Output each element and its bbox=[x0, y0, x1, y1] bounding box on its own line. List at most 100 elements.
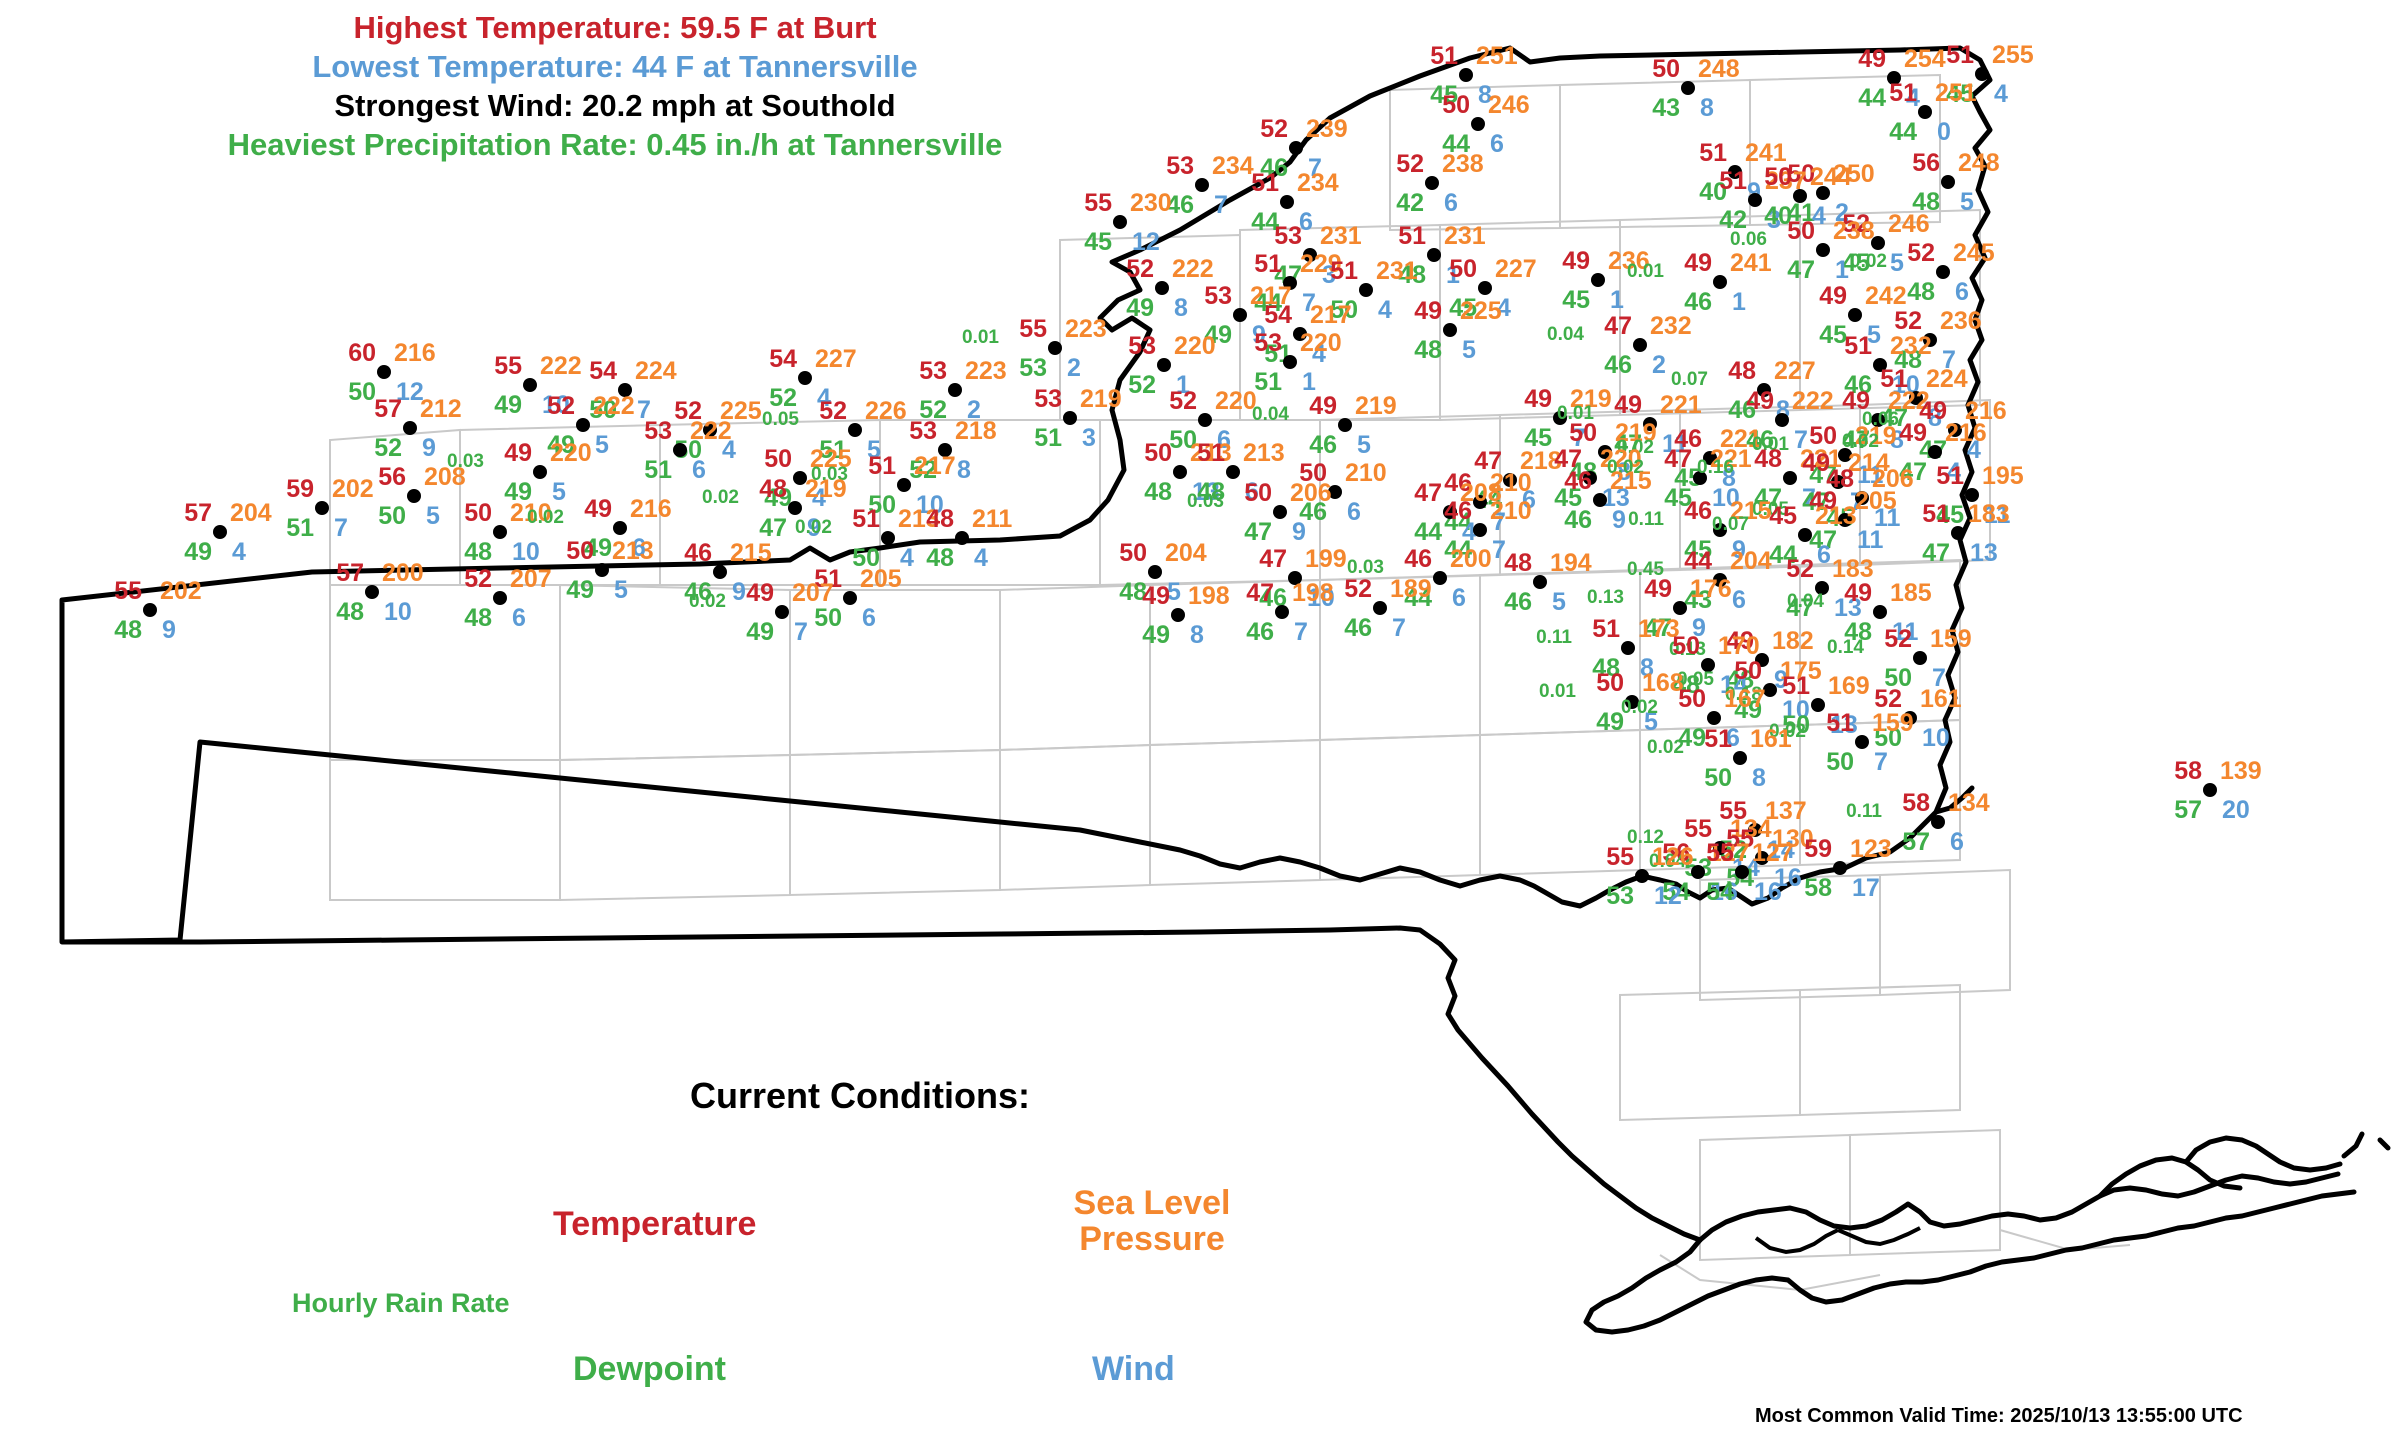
station-pressure: 248 bbox=[1958, 149, 2000, 177]
station-pressure: 227 bbox=[1774, 357, 1816, 385]
legend-title: Current Conditions: bbox=[690, 1075, 1030, 1116]
station-rain-rate: 0.06 bbox=[1730, 229, 1767, 250]
station-dewpoint: 47 bbox=[1787, 256, 1815, 284]
station-temperature: 46 bbox=[1684, 497, 1712, 525]
station-temperature: 55 bbox=[494, 352, 522, 380]
station-temperature: 50 bbox=[1672, 632, 1700, 660]
station-pressure: 219 bbox=[1570, 385, 1612, 413]
station-marker-icon bbox=[1338, 418, 1352, 432]
station-pressure: 217 bbox=[1310, 301, 1352, 329]
station-pressure: 208 bbox=[1460, 479, 1502, 507]
station-wind: 10 bbox=[542, 391, 570, 419]
station-dewpoint: 46 bbox=[1309, 431, 1337, 459]
station-marker-icon bbox=[1471, 117, 1485, 131]
station-dewpoint: 47 bbox=[1922, 539, 1950, 567]
station-pressure: 222 bbox=[1172, 255, 1214, 283]
station-temperature: 53 bbox=[644, 417, 672, 445]
station-temperature: 59 bbox=[1804, 835, 1832, 863]
station-wind: 6 bbox=[1299, 208, 1313, 236]
station-pressure: 218 bbox=[955, 417, 997, 445]
station-marker-icon bbox=[1713, 523, 1727, 537]
station-rain-rate: 0.11 bbox=[1628, 509, 1664, 530]
station-dewpoint: 51 bbox=[286, 514, 314, 542]
station-marker-icon bbox=[1593, 493, 1607, 507]
station-wind: 20 bbox=[2222, 796, 2250, 824]
station-wind: 8 bbox=[1752, 764, 1766, 792]
station-temperature: 49 bbox=[1614, 391, 1642, 419]
station-pressure: 231 bbox=[1444, 222, 1486, 250]
summary-lowest-temperature: Lowest Temperature: 44 F at Tannersville bbox=[312, 49, 918, 85]
station-wind: 1 bbox=[1176, 371, 1190, 399]
southern-border bbox=[62, 925, 1421, 945]
station-pressure: 204 bbox=[1730, 547, 1772, 575]
station-rain-rate: 0.05 bbox=[1752, 499, 1789, 520]
station-rain-rate: 0.13 bbox=[1587, 587, 1624, 608]
station-dewpoint: 48 bbox=[464, 604, 492, 632]
station-wind: 5 bbox=[867, 436, 881, 464]
station-wind: 13 bbox=[1192, 478, 1220, 506]
station-wind: 9 bbox=[732, 578, 746, 606]
station-wind: 3 bbox=[1767, 206, 1781, 234]
station-wind: 9 bbox=[1612, 506, 1626, 534]
station-pressure: 200 bbox=[1450, 545, 1492, 573]
nyc-detail bbox=[1754, 1226, 1921, 1255]
station-dewpoint: 46 bbox=[1504, 588, 1532, 616]
station-dewpoint: 44 bbox=[1444, 536, 1472, 564]
station-marker-icon bbox=[1811, 698, 1825, 712]
station-pressure: 198 bbox=[1292, 579, 1334, 607]
station-marker-icon bbox=[1373, 601, 1387, 615]
station-pressure: 241 bbox=[1730, 249, 1772, 277]
station-wind: 5 bbox=[595, 431, 609, 459]
legend-dewpoint: Dewpoint bbox=[573, 1350, 726, 1388]
station-temperature: 48 bbox=[1728, 357, 1756, 385]
station-marker-icon bbox=[1473, 495, 1487, 509]
station-pressure: 222 bbox=[1792, 387, 1834, 415]
station-dewpoint: 46 bbox=[1604, 351, 1632, 379]
station-marker-icon bbox=[1198, 413, 1212, 427]
station-pressure: 219 bbox=[1080, 385, 1122, 413]
station-pressure: 170 bbox=[1718, 632, 1760, 660]
station-rain-rate: 0.14 bbox=[1827, 637, 1864, 658]
station-wind: 9 bbox=[1732, 536, 1746, 564]
summary-strongest-wind: Strongest Wind: 20.2 mph at Southold bbox=[334, 88, 896, 124]
station-pressure: 224 bbox=[635, 357, 677, 385]
station-temperature: 46 bbox=[1674, 425, 1702, 453]
station-pressure: 137 bbox=[1765, 797, 1807, 825]
station-wind: 7 bbox=[1302, 289, 1316, 317]
station-wind: 9 bbox=[1252, 321, 1266, 349]
station-dewpoint: 48 bbox=[1726, 666, 1754, 694]
station-wind: 4 bbox=[1947, 458, 1961, 486]
station-dewpoint: 47 bbox=[1809, 526, 1837, 554]
station-pressure: 202 bbox=[332, 475, 374, 503]
station-dewpoint: 46 bbox=[1746, 426, 1774, 454]
station-temperature: 51 bbox=[868, 452, 896, 480]
station-rain-rate: 0.11 bbox=[1846, 801, 1882, 822]
station-marker-icon bbox=[1728, 165, 1742, 179]
station-pressure: 218 bbox=[1520, 447, 1562, 475]
station-wind: 11 bbox=[1892, 618, 1919, 646]
station-wind: 3 bbox=[1322, 261, 1336, 289]
station-dewpoint: 48 bbox=[1844, 618, 1872, 646]
station-temperature: 50 bbox=[1764, 163, 1792, 191]
station-rain-rate: 0.07 bbox=[1671, 369, 1708, 390]
station-marker-icon bbox=[1621, 641, 1635, 655]
station-dewpoint: 49 bbox=[566, 576, 594, 604]
station-wind: 1 bbox=[1302, 368, 1316, 396]
station-dewpoint: 42 bbox=[1396, 189, 1424, 217]
station-dewpoint: 57 bbox=[1902, 828, 1930, 856]
station-marker-icon bbox=[1775, 413, 1789, 427]
station-dewpoint: 52 bbox=[374, 434, 402, 462]
station-wind: 5 bbox=[1644, 708, 1658, 736]
station-temperature: 49 bbox=[1309, 392, 1337, 420]
station-pressure: 213 bbox=[612, 537, 654, 565]
station-dewpoint: 47 bbox=[1754, 484, 1782, 512]
station-marker-icon bbox=[1755, 851, 1769, 865]
station-pressure: 214 bbox=[1848, 449, 1890, 477]
station-wind: 16 bbox=[1754, 878, 1782, 906]
station-wind: 16 bbox=[1710, 878, 1738, 906]
station-marker-icon bbox=[1918, 105, 1932, 119]
station-marker-icon bbox=[1833, 861, 1847, 875]
station-pressure: 227 bbox=[1495, 255, 1537, 283]
station-temperature: 51 bbox=[814, 565, 842, 593]
